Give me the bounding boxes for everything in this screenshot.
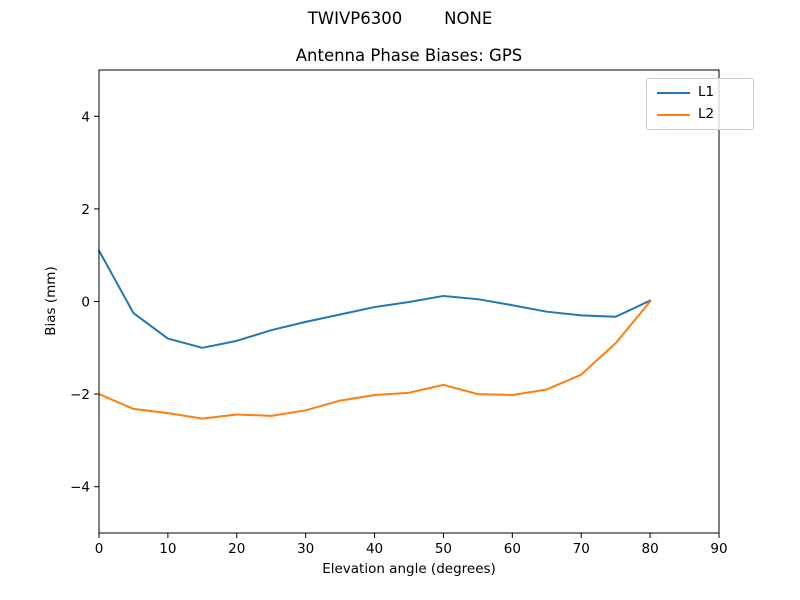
legend-swatch-l1 xyxy=(657,91,690,94)
legend-item-l2: L2 xyxy=(657,106,743,123)
x-tick-label: 10 xyxy=(159,541,176,557)
legend-item-l1: L1 xyxy=(657,84,743,101)
legend-label-l1: L1 xyxy=(698,84,715,100)
x-tick-label: 0 xyxy=(95,541,104,557)
legend-label-l2: L2 xyxy=(698,106,715,122)
x-tick-label: 70 xyxy=(573,541,590,557)
x-tick-label: 80 xyxy=(642,541,659,557)
chart-title: Antenna Phase Biases: GPS xyxy=(295,46,523,65)
x-tick-label: 30 xyxy=(297,541,314,557)
series-line-l2 xyxy=(98,300,652,420)
x-tick-label: 20 xyxy=(228,541,245,557)
x-axis-label: Elevation angle (degrees) xyxy=(322,561,496,577)
y-tick-label: −2 xyxy=(70,387,90,403)
y-tick-label: −4 xyxy=(70,480,90,496)
x-tick-label: 90 xyxy=(710,541,727,557)
x-tick-label: 40 xyxy=(366,541,383,557)
y-tick-label: 0 xyxy=(81,295,90,311)
y-tick-label: 4 xyxy=(81,109,90,125)
y-tick-label: 2 xyxy=(81,202,90,218)
legend: L1 L2 xyxy=(646,78,754,130)
x-tick-label: 50 xyxy=(435,541,452,557)
figure-suptitle: TWIVP6300 NONE xyxy=(307,9,493,28)
axes-box xyxy=(98,69,720,534)
series-line-l1 xyxy=(98,249,652,349)
legend-swatch-l2 xyxy=(657,113,690,116)
y-axis-label: Bias (mm) xyxy=(43,266,59,336)
x-tick-label: 60 xyxy=(504,541,521,557)
